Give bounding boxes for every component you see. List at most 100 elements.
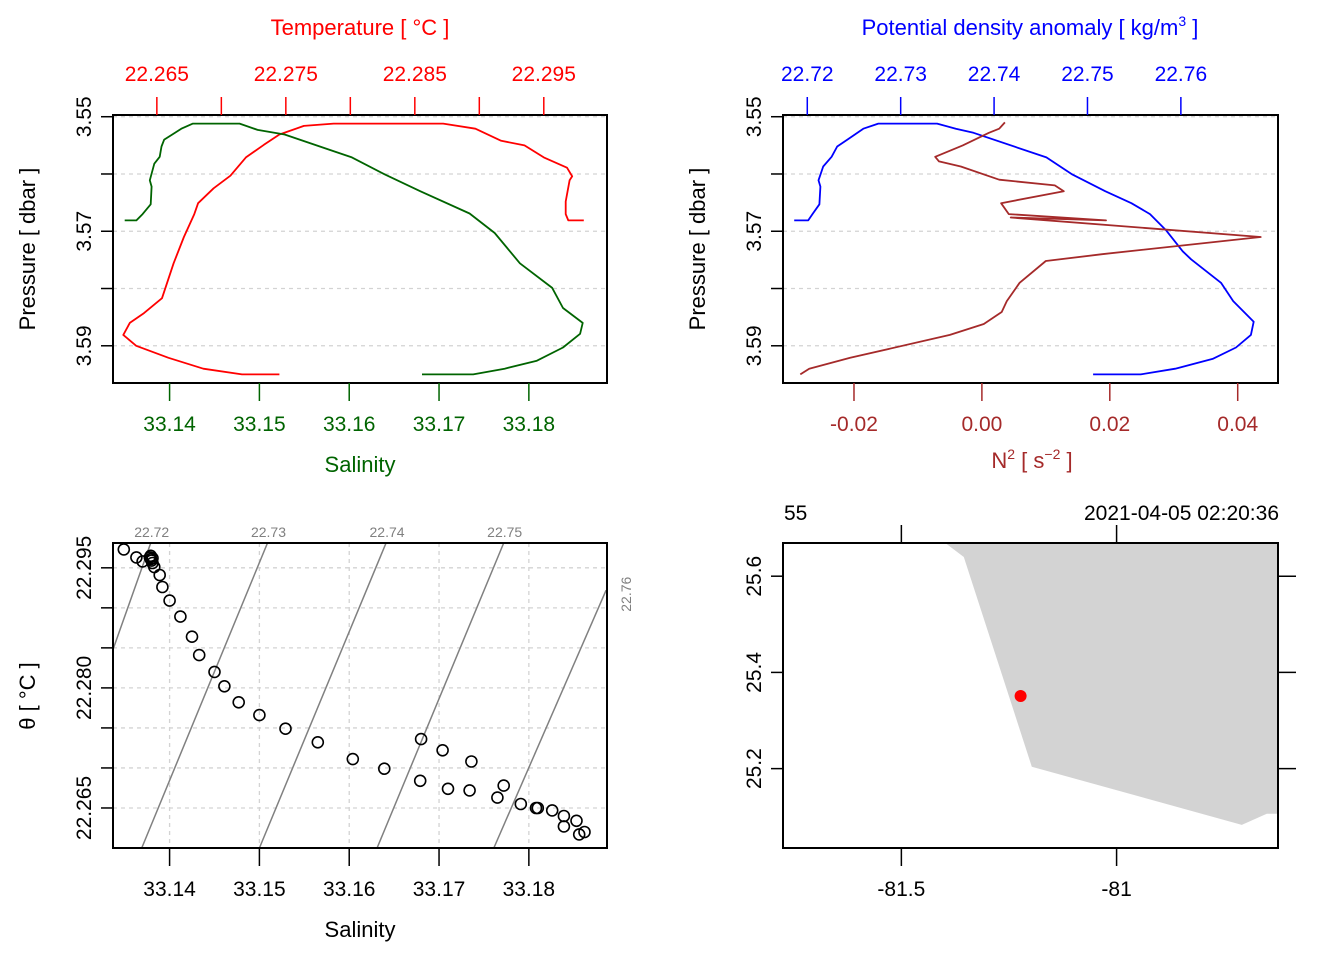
isopycnal-line (112, 542, 152, 650)
panel-salinity-temperature-profile: 3.55 3.57 3.59 22.265 22.275 22.285 22.295 33… (15, 15, 608, 477)
series-line-potential-density-anomaly (794, 122, 1255, 376)
ts-point (465, 755, 478, 768)
ts-point (557, 809, 571, 823)
ts-point (413, 774, 427, 788)
bottom-tick-label: 33.18 (503, 413, 556, 436)
grid (783, 116, 1278, 347)
y-tick-label: 3.59 (73, 325, 96, 366)
temperature-axis: 22.265 22.275 22.285 22.295 (125, 63, 576, 115)
isopycnal-line (258, 542, 387, 849)
ts-point (514, 797, 528, 811)
density-axis-title: Potential density anomaly [ kg/m3 ] (862, 13, 1199, 40)
latitude-axis: 25.2 25.4 25.6 (743, 556, 1296, 789)
ts-point (491, 791, 504, 804)
ts-point (156, 580, 169, 594)
n2-axis-title: N2 [ s−2 ] (991, 446, 1072, 473)
isopycnal-label: 22.72 (134, 524, 169, 540)
plot-frame (782, 114, 1279, 384)
ts-point (463, 784, 476, 797)
isopycnal-label: 22.73 (251, 524, 286, 540)
density-title-main: Potential density anomaly [ kg/m (862, 15, 1179, 40)
x-tick-label: 33.14 (143, 878, 196, 901)
isopycnal-line (493, 589, 607, 849)
ts-points (117, 543, 591, 841)
top-tick-label: 22.73 (874, 63, 927, 86)
bottom-tick-label: 0.02 (1089, 413, 1130, 436)
salinity-axis: 33.14 33.15 33.16 33.17 33.18 (143, 848, 555, 901)
density-title-sup: 3 (1178, 13, 1186, 29)
y-tick-label: 3.57 (73, 211, 96, 252)
x-tick-label: -81 (1101, 878, 1131, 901)
plot-frame (112, 114, 608, 384)
top-tick-label: 22.75 (1061, 63, 1114, 86)
ts-point (531, 801, 545, 815)
station-time-label: 2021-04-05 02:20:36 (1084, 502, 1279, 525)
y-tick-label: 22.295 (73, 536, 96, 600)
ts-point (153, 568, 166, 582)
plot-lines (122, 122, 584, 376)
ts-point (578, 825, 591, 839)
ts-point (130, 551, 143, 564)
ts-point (208, 665, 221, 679)
ts-point (253, 708, 266, 722)
bottom-tick-label: 33.16 (323, 413, 376, 436)
isopycnal-label: 22.75 (487, 524, 522, 540)
ts-point (497, 779, 511, 792)
top-tick-label: 22.74 (968, 63, 1021, 86)
plot-frame (112, 542, 608, 849)
top-tick-label: 22.275 (254, 63, 318, 86)
ts-point (185, 630, 199, 644)
x-tick-label: 33.15 (233, 878, 286, 901)
density-axis: 22.72 22.73 22.74 22.75 22.76 (781, 63, 1207, 115)
top-tick-label: 22.295 (512, 63, 576, 86)
pressure-axis-title: Pressure [ dbar ] (15, 168, 40, 331)
salinity-axis-title: Salinity (325, 917, 396, 942)
series-line-salinity (124, 122, 584, 376)
ts-point (377, 762, 391, 776)
y-tick-label: 3.59 (743, 325, 766, 366)
isopycnal-line (141, 542, 269, 849)
station-marker[interactable] (1014, 689, 1027, 702)
y-tick-label: 22.280 (73, 656, 96, 720)
land-polygon (945, 543, 1278, 825)
y-tick-label: 3.55 (73, 96, 96, 137)
x-tick-label: -81.5 (877, 878, 925, 901)
ts-point (146, 551, 159, 565)
panel-station-map: -81.5 -81 25.2 25.4 25.6 55 2021-04-05 02:2… (743, 502, 1296, 901)
bottom-tick-label: 0.00 (961, 413, 1002, 436)
ts-point (144, 549, 157, 563)
ts-point (557, 820, 571, 833)
ts-point (570, 814, 583, 828)
grid (113, 116, 607, 347)
panel-density-n2-profile: 3.55 3.57 3.59 22.72 22.73 22.74 22.75 22.76 -… (685, 13, 1279, 473)
n2-axis: -0.02 0.00 0.02 0.04 (830, 383, 1258, 436)
isopycnal-label: 22.74 (370, 524, 405, 540)
top-tick-label: 22.265 (125, 63, 189, 86)
isopycnal-line (376, 542, 505, 849)
y-tick-label: 25.4 (743, 652, 766, 693)
ts-point (311, 735, 325, 749)
n2-title-mid: [ s (1015, 448, 1044, 473)
n2-title-sup2: −2 (1044, 446, 1060, 462)
station-id-label: 55 (784, 502, 807, 525)
salinity-axis-title: Salinity (325, 452, 396, 477)
top-tick-label: 22.76 (1155, 63, 1208, 86)
bottom-tick-label: 0.04 (1217, 413, 1258, 436)
ts-point (192, 648, 206, 662)
longitude-axis: -81.5 -81 (877, 525, 1132, 901)
bottom-tick-label: 33.14 (143, 413, 196, 436)
x-tick-label: 33.18 (503, 878, 556, 901)
x-tick-label: 33.16 (323, 878, 376, 901)
theta-axis: 22.265 22.280 22.295 (73, 536, 113, 840)
y-axis: 3.55 3.57 3.59 (73, 96, 113, 366)
ts-point (346, 752, 360, 766)
bottom-tick-label: 33.17 (413, 413, 466, 436)
ts-point (279, 722, 292, 736)
grid (113, 543, 607, 848)
ts-point (545, 804, 559, 817)
y-tick-label: 25.6 (743, 556, 766, 597)
y-tick-label: 25.2 (743, 748, 766, 789)
bottom-tick-label: 33.15 (233, 413, 286, 436)
